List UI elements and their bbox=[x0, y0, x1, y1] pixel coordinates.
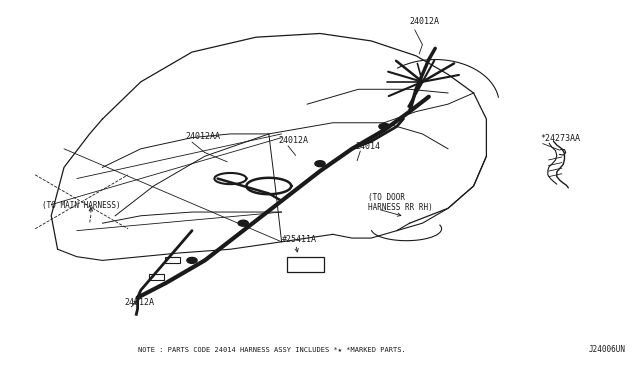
Text: NOTE : PARTS CODE 24014 HARNESS ASSY INCLUDES *★ *MARKED PARTS.: NOTE : PARTS CODE 24014 HARNESS ASSY INC… bbox=[138, 347, 405, 353]
Circle shape bbox=[315, 161, 325, 167]
Text: 24012A: 24012A bbox=[410, 17, 440, 26]
Text: 24012AA: 24012AA bbox=[186, 132, 221, 141]
Bar bbox=[165, 257, 180, 263]
Text: 24012A: 24012A bbox=[125, 298, 155, 307]
Circle shape bbox=[187, 257, 197, 263]
Text: *24273AA: *24273AA bbox=[541, 134, 581, 143]
Bar bbox=[149, 274, 164, 280]
Text: 24014: 24014 bbox=[355, 142, 380, 151]
Circle shape bbox=[379, 124, 389, 129]
Text: #25411A: #25411A bbox=[282, 235, 317, 244]
Text: 24012A: 24012A bbox=[278, 136, 308, 145]
Bar bbox=[287, 257, 324, 272]
Text: (TO DOOR
HARNESS RR RH): (TO DOOR HARNESS RR RH) bbox=[368, 193, 433, 212]
Text: J24006UN: J24006UN bbox=[589, 344, 626, 353]
Circle shape bbox=[238, 220, 248, 226]
Text: (TO MAIN HARNESS): (TO MAIN HARNESS) bbox=[42, 201, 120, 210]
